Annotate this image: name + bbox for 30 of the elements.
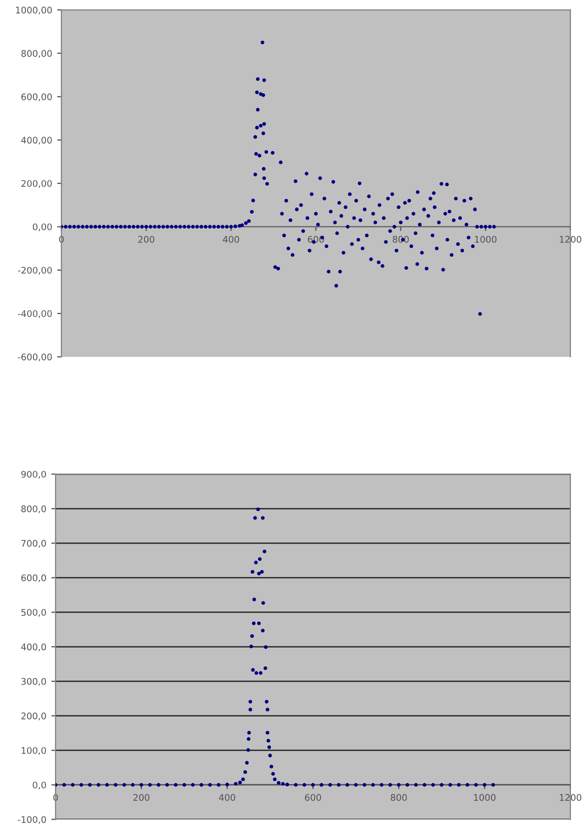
y-tick-label: 900,0: [21, 470, 46, 479]
x-tick-label: 1000: [474, 794, 496, 801]
y-tick-label: 400,00: [21, 136, 52, 144]
y-tick-label: -600,00: [18, 354, 52, 362]
x-tick-label: 1200: [560, 236, 582, 243]
x-tick-label: 200: [138, 236, 154, 243]
y-tick-label: 100,0: [22, 747, 46, 755]
y-tick-label: 200,0: [21, 712, 46, 720]
y-tick-label: 300,0: [21, 678, 46, 686]
x-tick-label: 800: [390, 794, 407, 801]
y-tick-label: 400,0: [21, 643, 46, 652]
x-tick-label: 1200: [560, 794, 582, 801]
y-tick-label: 500,0: [21, 608, 46, 617]
y-tick-label: -200,00: [18, 266, 52, 275]
y-tick-label: 600,00: [21, 93, 52, 102]
x-tick-label: 400: [219, 794, 236, 801]
y-tick-label: 600,0: [21, 574, 46, 582]
y-tick-label: 800,0: [21, 505, 46, 514]
y-tick-label: 700,0: [21, 540, 46, 548]
y-tick-label: 1000,00: [16, 6, 52, 14]
y-tick-label: 0,00: [32, 223, 52, 232]
x-tick-label: 400: [222, 236, 240, 243]
x-tick-label: 1000: [475, 236, 496, 243]
y-tick-label: -100,0: [18, 816, 46, 824]
y-tick-label: 0,0: [32, 782, 46, 790]
y-tick-label: -400,00: [18, 310, 52, 318]
x-tick-label: 600: [304, 794, 321, 801]
y-tick-label: 200,00: [21, 180, 52, 188]
x-tick-label: 200: [133, 794, 150, 801]
y-tick-label: 800,00: [21, 50, 52, 58]
